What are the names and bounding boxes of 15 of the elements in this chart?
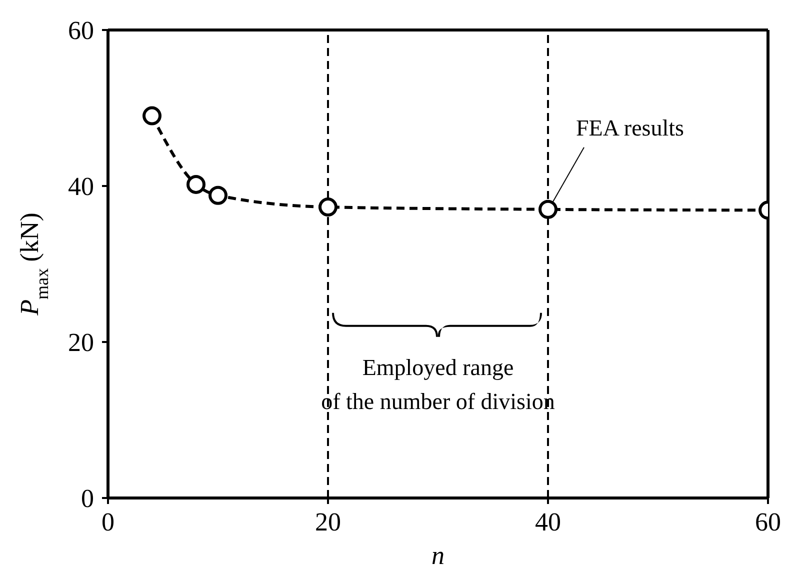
x-tick-label: 60 xyxy=(755,507,781,536)
point xyxy=(208,186,228,205)
point xyxy=(318,198,338,217)
y-tick-label: 0 xyxy=(81,484,94,514)
y-tick-label: 20 xyxy=(68,328,94,358)
point xyxy=(186,174,206,194)
x-axis-title: n xyxy=(432,541,444,570)
y-tick-label: 40 xyxy=(68,172,94,202)
y-tick-label: 60 xyxy=(68,16,94,46)
x-tick-label: 40 xyxy=(535,507,561,536)
x-tick-label: 20 xyxy=(315,507,341,536)
annotation: FEA results xyxy=(576,115,684,140)
annotation: Employed range of the number of division xyxy=(321,354,556,414)
x-tick-label: 0 xyxy=(102,507,114,536)
point xyxy=(142,106,162,126)
